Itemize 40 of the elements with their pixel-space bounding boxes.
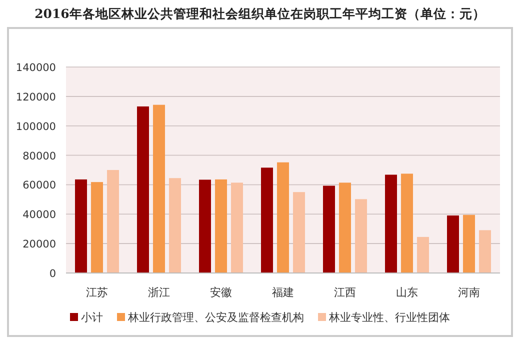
- bar: [417, 236, 429, 273]
- y-tick-label: 20000: [22, 238, 56, 251]
- y-tick-label: 60000: [22, 180, 56, 192]
- bar: [215, 179, 227, 273]
- bar: [199, 180, 211, 273]
- y-tick-label: 0: [49, 268, 56, 280]
- bar: [463, 214, 475, 273]
- bar: [231, 182, 243, 273]
- y-tick-label: 120000: [16, 91, 56, 104]
- y-tick-label: 80000: [22, 150, 56, 162]
- y-tick-label: 100000: [16, 120, 56, 133]
- x-tick-label: 安徽: [210, 286, 232, 299]
- bar: [385, 174, 397, 273]
- bar: [401, 174, 413, 273]
- bar: [169, 178, 181, 273]
- bar: [261, 168, 273, 273]
- bar: [107, 170, 119, 273]
- x-tick-label: 江苏: [86, 286, 108, 299]
- x-tick-label: 福建: [272, 286, 294, 299]
- x-tick-label: 山东: [396, 286, 418, 299]
- chart-title: 2016年各地区林业公共管理和社会组织单位在岗职工年平均工资（单位：元）: [34, 6, 486, 21]
- bar: [277, 162, 289, 273]
- legend-label: 林业专业性、行业性团体: [328, 311, 450, 324]
- bar: [323, 186, 335, 273]
- bar: [75, 179, 87, 273]
- x-tick-label: 河南: [458, 286, 480, 299]
- x-tick-label: 江西: [334, 286, 356, 299]
- bar: [293, 192, 305, 273]
- bar: [153, 104, 165, 273]
- legend-label: 小计: [81, 311, 103, 324]
- legend-label: 林业行政管理、公安及监督检查机构: [127, 311, 304, 324]
- bar: [355, 199, 367, 273]
- y-tick-label: 140000: [16, 62, 56, 74]
- bar: [447, 215, 459, 273]
- bar: [479, 230, 491, 273]
- y-tick-label: 40000: [22, 209, 56, 222]
- bar: [339, 182, 351, 273]
- bar: [137, 106, 149, 273]
- x-tick-label: 浙江: [148, 286, 170, 299]
- bar: [91, 182, 103, 273]
